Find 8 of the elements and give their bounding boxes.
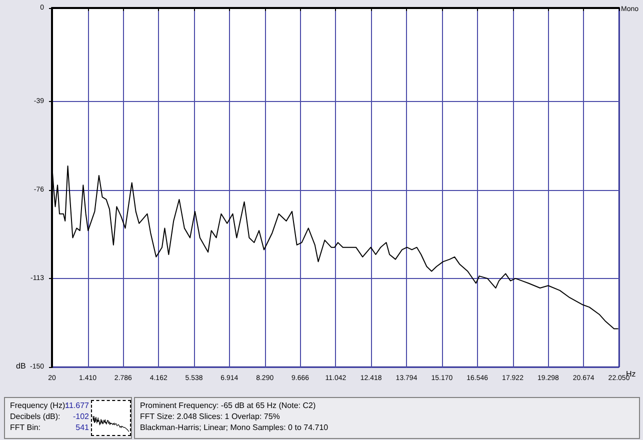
text: -102 [72, 412, 89, 422]
text: Prominent Frequency: -65 dB at 65 Hz (Note: C2) [140, 401, 316, 411]
text: Decibels (dB): [10, 412, 60, 422]
y-axis-title: dB [16, 362, 26, 370]
text: FFT Bin: [10, 423, 41, 433]
text: Blackman-Harris; Linear; Mono Samples: 0 to 74.710 [140, 423, 328, 433]
text: 541 [76, 423, 89, 433]
text: FFT Size: 2.048 Slices: 1 Overlap: 75% [140, 412, 280, 422]
